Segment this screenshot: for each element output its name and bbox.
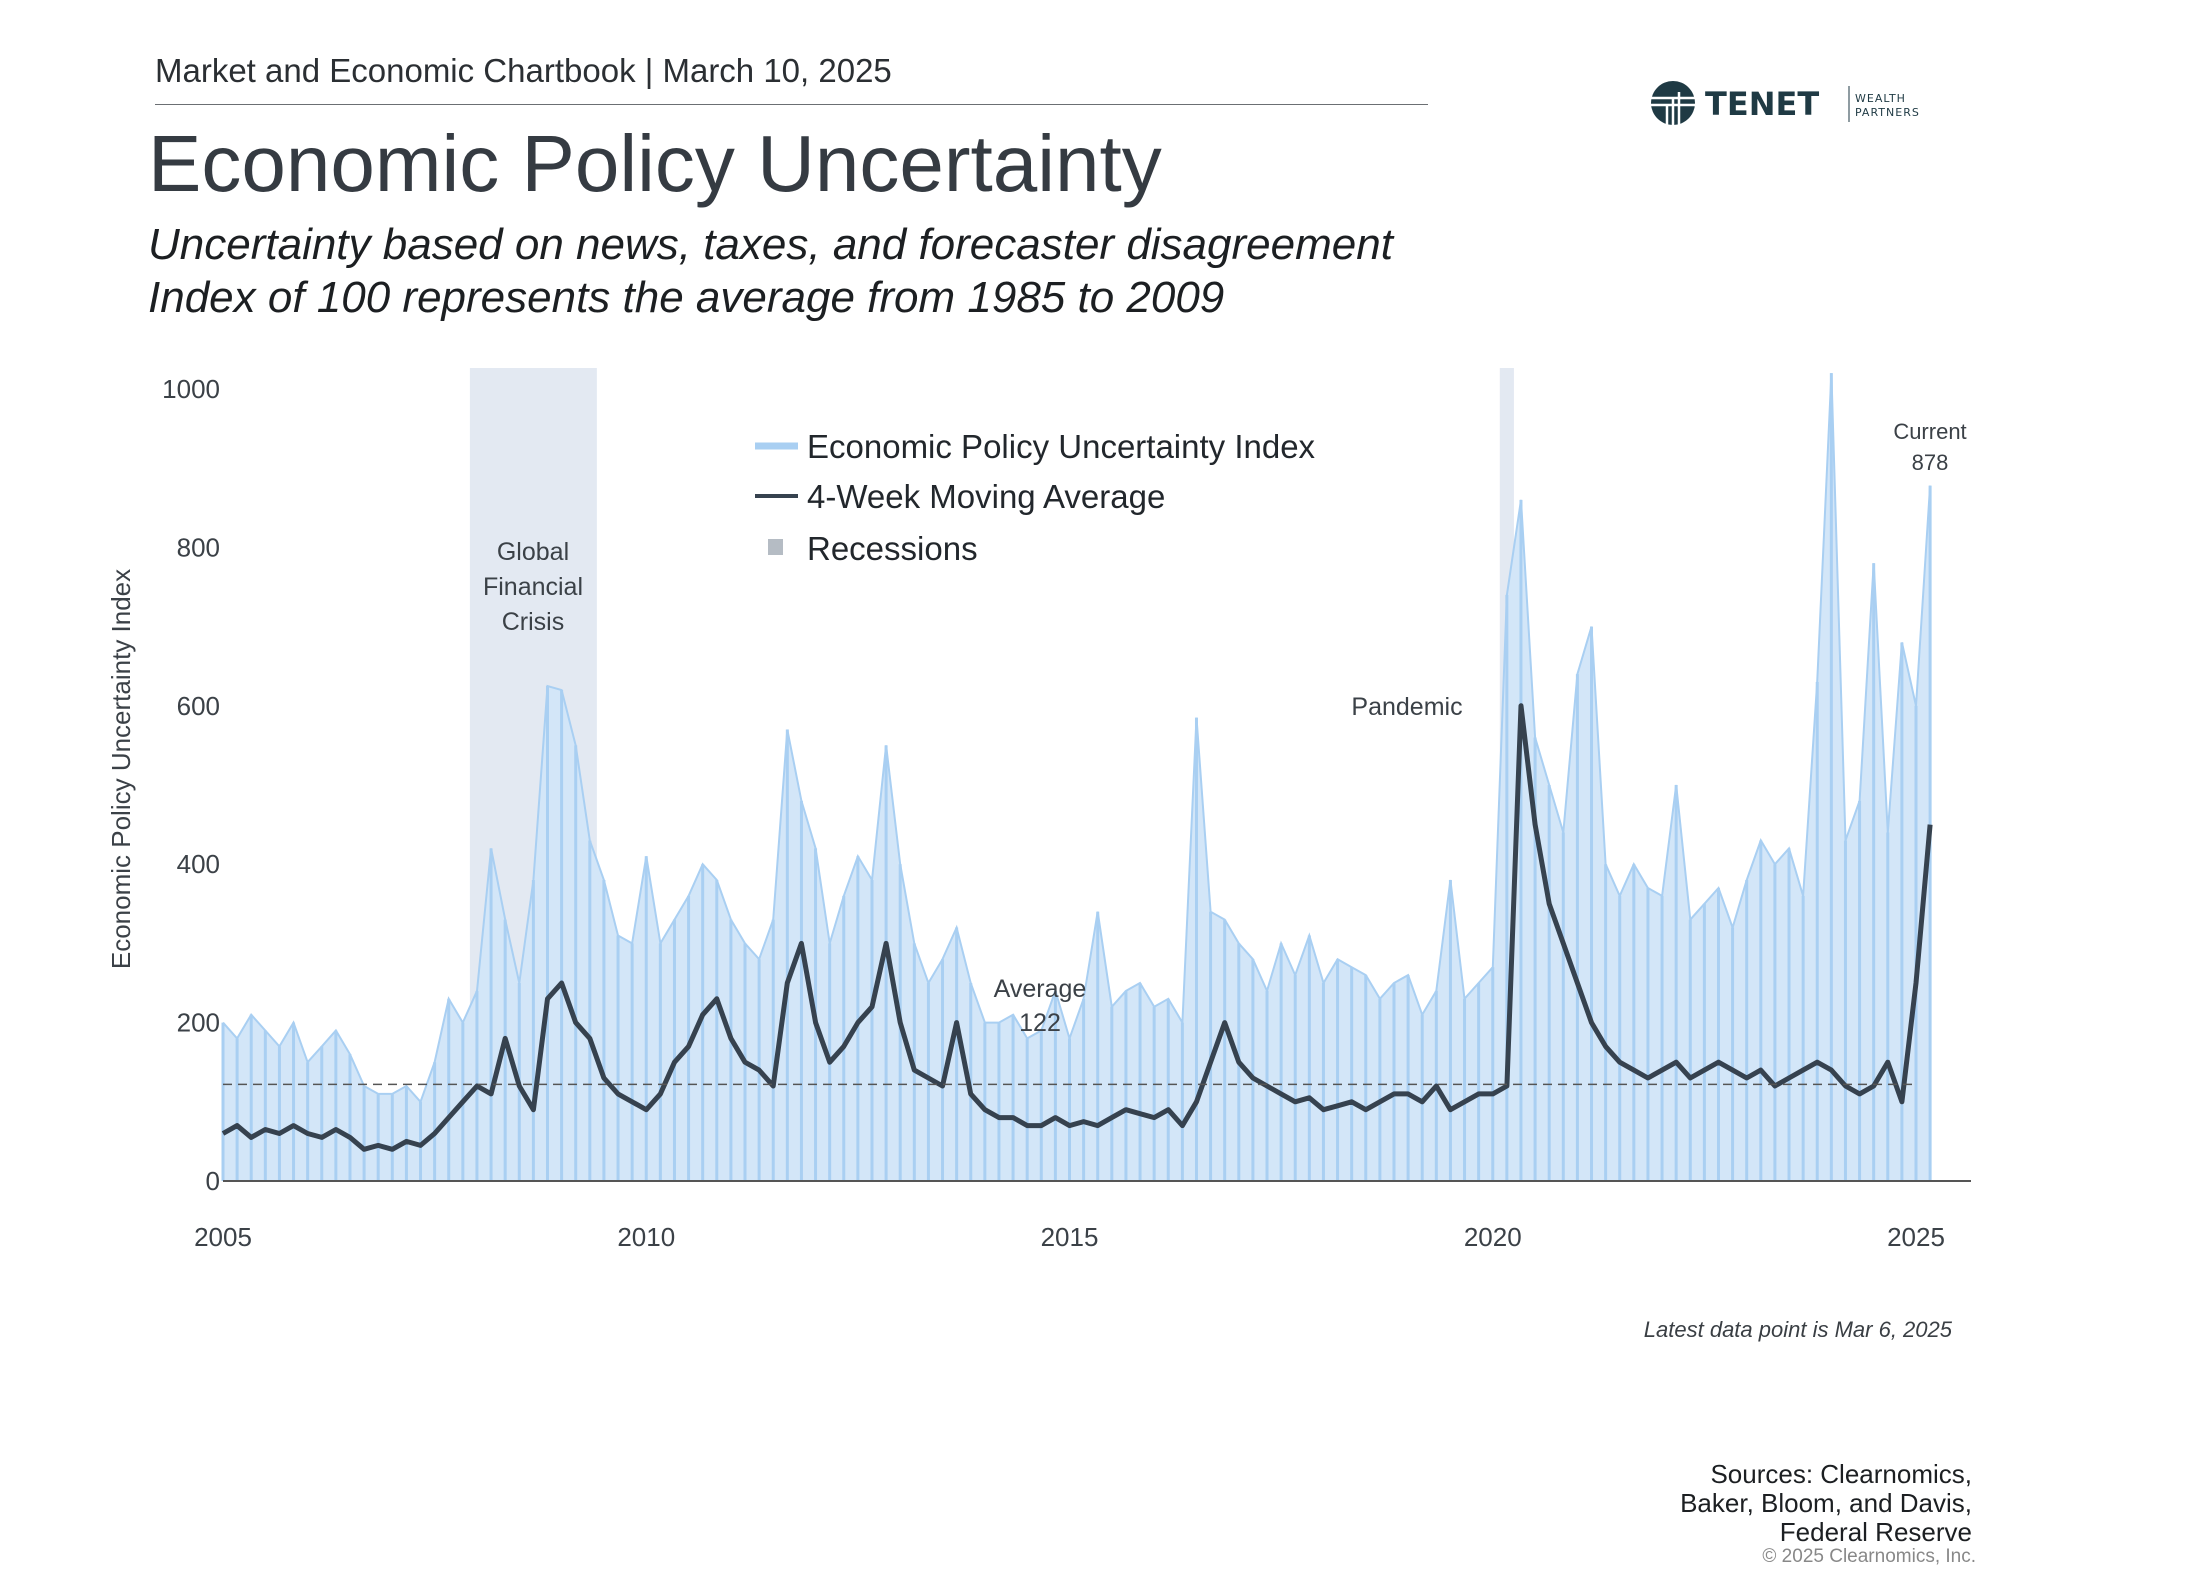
svg-text:PARTNERS: PARTNERS [1855, 106, 1920, 119]
annotation-average-value: 122 [1019, 1009, 1061, 1037]
legend-label-index: Economic Policy Uncertainty Index [807, 428, 1316, 465]
x-tick-label: 2025 [1887, 1222, 1945, 1252]
latest-data-note: Latest data point is Mar 6, 2025 [1643, 1317, 1952, 1342]
subtitle-line-2: Index of 100 represents the average from… [148, 273, 1225, 322]
index-area [223, 373, 1931, 1181]
svg-text:WEALTH: WEALTH [1855, 92, 1906, 105]
page-title: Economic Policy Uncertainty [148, 119, 1162, 208]
y-tick-label: 400 [177, 849, 220, 879]
annotation-pandemic: Pandemic [1351, 693, 1462, 721]
y-tick-label: 800 [177, 532, 220, 562]
annotations: Global Financial Crisis Pandemic Current 878 A… [483, 419, 1967, 1037]
legend-swatch-recession [768, 539, 783, 555]
chartbook-kicker: Market and Economic Chartbook | March 10… [155, 52, 892, 89]
legend-label-recession: Recessions [807, 530, 978, 567]
tenet-logo: TENET WEALTH PARTNERS [1651, 81, 1920, 126]
annotation-current: 878 [1912, 450, 1949, 475]
moving-average-series [221, 703, 1933, 1152]
sources-line: Federal Reserve [1779, 1517, 1972, 1547]
header-divider [155, 104, 1428, 105]
annotation-gfc: Global [497, 538, 569, 566]
x-tick-label: 2020 [1464, 1222, 1522, 1252]
y-axis-title: Economic Policy Uncertainty Index [106, 569, 136, 969]
moving-average-line [221, 703, 1933, 1152]
annotation-gfc: Financial [483, 573, 583, 601]
x-tick-label: 2010 [617, 1222, 675, 1252]
axes: 0 200 400 600 800 1000 2005 2010 2015 2020 2025 Eco… [106, 374, 1971, 1252]
annotation-current: Current [1893, 419, 1966, 444]
legend-label-ma: 4-Week Moving Average [807, 478, 1165, 515]
sources-note: Sources: Clearnomics, Baker, Bloom, and … [1680, 1460, 1972, 1547]
annotation-gfc: Crisis [502, 608, 565, 636]
legend: Economic Policy Uncertainty Index 4-Week … [755, 428, 1316, 567]
x-tick-label: 2015 [1041, 1222, 1099, 1252]
x-tick-label: 2005 [194, 1222, 252, 1252]
y-tick-label: 600 [177, 691, 220, 721]
logo-wordmark: TENET [1705, 85, 1819, 123]
annotation-average-label: Average [994, 975, 1087, 1003]
sources-line: Baker, Bloom, and Davis, [1680, 1488, 1972, 1518]
index-series [221, 373, 1932, 1181]
subtitle-line-1: Uncertainty based on news, taxes, and fo… [148, 220, 1393, 269]
index-line [222, 373, 1932, 1104]
sources-line: Sources: Clearnomics, [1710, 1459, 1972, 1489]
copyright: © 2025 Clearnomics, Inc. [1762, 1546, 1976, 1567]
y-tick-label: 200 [177, 1008, 220, 1038]
y-tick-label: 0 [206, 1166, 220, 1196]
y-tick-label: 1000 [162, 374, 220, 404]
